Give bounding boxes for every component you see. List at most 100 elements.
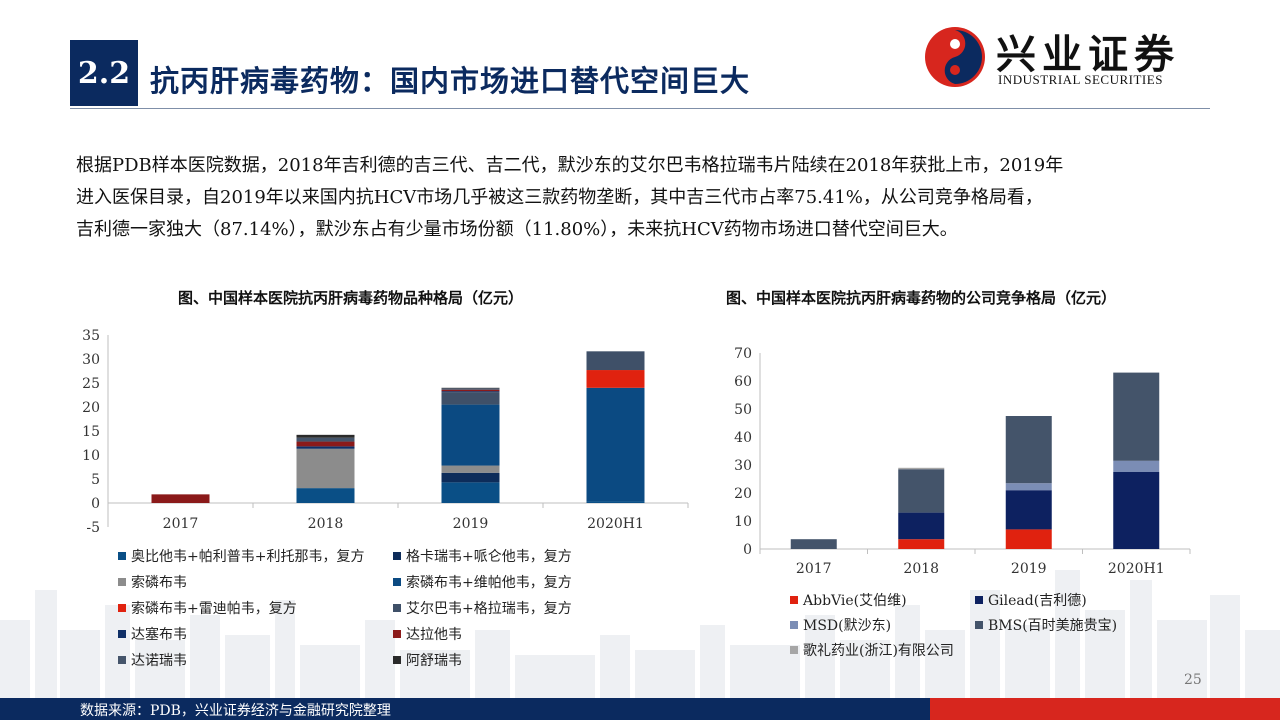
chart2-legend-swatch (975, 596, 983, 604)
chart2-legend-label: BMS(百时美施贵宝) (988, 618, 1118, 634)
chart1-legend-swatch (393, 604, 401, 612)
chart1-variety-structure: -5 0 5 10 15 20 25 30 35 2017 2018 2019 2020H1 (82, 328, 689, 536)
chart1-bar-segment (441, 465, 500, 473)
chart1-legend-label: 索磷布韦+雷迪帕韦，复方 (131, 601, 297, 617)
logo-emblem-icon (925, 27, 985, 87)
chart1-bar-segment (296, 437, 355, 442)
chart2-ytick-label: 50 (734, 402, 752, 418)
chart1-ytick-label: 20 (82, 400, 100, 416)
chart1-legend-item: 格卡瑞韦+哌仑他韦，复方 (393, 546, 572, 566)
logo-chinese-name: 兴业证券 (996, 31, 1180, 78)
chart1-legend-swatch (118, 630, 126, 638)
chart1-bar-segment (296, 441, 355, 447)
footer-source: 数据来源：PDB，兴业证券经济与金融研究院整理 (80, 703, 391, 719)
chart2-bar-segment (898, 539, 945, 549)
chart1-legend-swatch (393, 630, 401, 638)
chart1-legend-label: 索磷布韦 (131, 575, 187, 591)
chart2-legend-swatch (790, 621, 798, 629)
chart1-legend-label: 达诺瑞韦 (131, 653, 187, 669)
chart1-ytick-label: 35 (82, 328, 100, 344)
chart1-legend-item: 奥比他韦+帕利普韦+利托那韦，复方 (118, 546, 364, 566)
chart1-legend-item: 索磷布韦+维帕他韦，复方 (393, 572, 572, 592)
chart2-ytick-label: 40 (734, 430, 752, 446)
chart2-title: 图、中国样本医院抗丙肝病毒药物的公司竞争格局（亿元） (726, 289, 1117, 307)
chart2-legend-label: MSD(默沙东) (803, 618, 892, 634)
chart1-legend-item: 达诺瑞韦 (118, 650, 187, 670)
chart1-bar-segment (586, 370, 645, 388)
page-title: 抗丙肝病毒药物：国内市场进口替代空间巨大 (150, 64, 751, 98)
chart2-bar-segment (1113, 460, 1160, 472)
chart2-ytick-label: 10 (734, 514, 752, 530)
chart2-legend-item: MSD(默沙东) (790, 615, 891, 635)
chart1-bar-segment (441, 482, 500, 503)
chart1-bar-segment (441, 387, 500, 389)
city-skyline-background (0, 570, 1280, 700)
chart1-category-label: 2019 (453, 516, 489, 532)
chart2-legend-item: 歌礼药业(浙江)有限公司 (790, 640, 954, 660)
chart2-legend-swatch (975, 621, 983, 629)
chart1-ytick-label: 10 (82, 448, 100, 464)
chart1-legend-item: 索磷布韦 (118, 572, 187, 592)
chart2-ytick-label: 70 (734, 346, 752, 362)
chart1-ytick-label: 30 (82, 352, 100, 368)
chart1-legend-swatch (118, 552, 126, 560)
chart1-bar-segment (441, 472, 500, 483)
chart1-legend-label: 达拉他韦 (406, 627, 462, 643)
chart2-ytick-label: 30 (734, 458, 752, 474)
chart2-legend-swatch (790, 596, 798, 604)
chart1-legend-swatch (118, 578, 126, 586)
chart2-category-label: 2019 (1011, 561, 1047, 577)
chart2-bar-segment (898, 467, 945, 470)
chart1-ytick-label: 15 (82, 424, 100, 440)
chart1-legend-label: 阿舒瑞韦 (406, 653, 462, 669)
chart1-legend-item: 索磷布韦+雷迪帕韦，复方 (118, 598, 297, 618)
chart1-category-label: 2018 (308, 516, 344, 532)
chart2-ytick-label: 0 (743, 542, 752, 558)
chart2-legend-item: BMS(百时美施贵宝) (975, 615, 1117, 635)
chart1-bar-segment (296, 434, 355, 438)
chart1-legend-label: 艾尔巴韦+格拉瑞韦，复方 (406, 601, 572, 617)
chart2-bar-segment (1005, 529, 1052, 549)
chart1-category-label: 2017 (163, 516, 199, 532)
chart1-bar-segment (296, 488, 355, 503)
chart2-legend: AbbVie(艾伯维) Gilead(吉利德) MSD(默沙东) BMS(百时美施贵宝… (790, 590, 1210, 670)
chart1-legend: 奥比他韦+帕利普韦+利托那韦，复方 格卡瑞韦+哌仑他韦，复方索磷布韦 索磷布韦+维帕… (118, 546, 638, 676)
chart2-company-structure: 0 10 20 30 40 50 60 70 2017 2018 2019 2020H1 (734, 346, 1191, 577)
summary-paragraph: 根据PDB样本医院数据，2018年吉利德的吉三代、吉二代，默沙东的艾尔巴韦格拉瑞… (76, 150, 1216, 246)
chart1-legend-swatch (393, 578, 401, 586)
chart2-bar-segment (1005, 490, 1052, 530)
chart1-bar-segment (441, 404, 500, 466)
header-divider (70, 108, 1210, 109)
chart1-bar-segment (586, 351, 645, 371)
chart1-legend-label: 格卡瑞韦+哌仑他韦，复方 (406, 549, 572, 565)
chart1-bar-segment (441, 389, 500, 392)
chart1-ytick-label: 25 (82, 376, 100, 392)
chart1-bar-segment (441, 392, 500, 405)
paragraph-line: 吉利德一家独大（87.14%），默沙东占有少量市场份额（11.80%），未来抗H… (76, 219, 958, 240)
chart2-bar-segment (1113, 472, 1160, 549)
chart1-ytick-label: 5 (91, 472, 100, 488)
chart1-bar-segment (441, 391, 500, 393)
logo-english-name: INDUSTRIAL SECURITIES (998, 72, 1163, 87)
chart2-bar-segment (1005, 416, 1052, 484)
chart1-bar-segment (586, 387, 645, 502)
chart1-ytick-label: 0 (91, 496, 100, 512)
chart2-legend-label: AbbVie(艾伯维) (803, 593, 907, 609)
chart1-bar-segment (296, 448, 355, 489)
chart1-legend-label: 奥比他韦+帕利普韦+利托那韦，复方 (131, 549, 365, 565)
chart2-bar-segment (790, 539, 837, 549)
page-number: 25 (1184, 672, 1202, 688)
chart2-legend-label: 歌礼药业(浙江)有限公司 (803, 643, 954, 659)
chart2-bar-segment (898, 512, 945, 540)
chart1-legend-label: 达塞布韦 (131, 627, 187, 643)
chart1-legend-label: 索磷布韦+维帕他韦，复方 (406, 575, 572, 591)
chart2-bar-segment (1005, 483, 1052, 491)
chart2-legend-item: Gilead(吉利德) (975, 590, 1087, 610)
chart2-bar-segment (1113, 372, 1160, 461)
chart2-legend-item: AbbVie(艾伯维) (790, 590, 907, 610)
chart1-bar-segment (441, 388, 500, 390)
chart1-legend-item: 达拉他韦 (393, 624, 462, 644)
chart1-ytick-label: -5 (86, 520, 100, 536)
chart1-legend-swatch (393, 552, 401, 560)
chart2-category-label: 2018 (903, 561, 939, 577)
